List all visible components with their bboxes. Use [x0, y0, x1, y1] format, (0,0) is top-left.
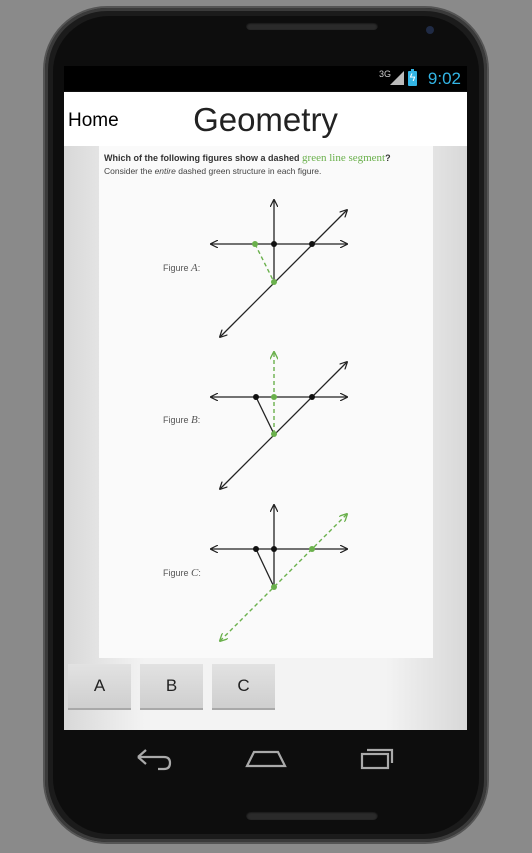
page-title: Geometry [193, 101, 338, 138]
question-prompt: Which of the following figures show a da… [104, 152, 391, 164]
answer-a-button[interactable]: A [68, 664, 131, 710]
answer-c-button[interactable]: C [212, 664, 275, 710]
app-screen: 3G ϟ 9:02 Home Geometry Which of the fol… [64, 66, 467, 730]
clock: 9:02 [427, 69, 461, 88]
instruction-prefix: Consider the [104, 166, 153, 176]
earpiece-speaker [246, 22, 378, 30]
fig-b-point [253, 394, 259, 400]
answer-b-button[interactable]: B [140, 664, 203, 710]
instruction-suffix: dashed green structure in each figure. [178, 166, 322, 176]
battery-icon: ϟ [408, 69, 417, 86]
fig-a-diagonal-line [220, 210, 347, 337]
front-camera [426, 26, 434, 34]
fig-c-segment [255, 548, 275, 588]
signal-icon [390, 71, 404, 85]
fig-c-green-point [271, 584, 277, 590]
figure-c [211, 505, 347, 641]
figures-diagram [99, 146, 433, 658]
fig-c-point [253, 546, 259, 552]
bottom-speaker [246, 811, 378, 820]
network-type: 3G [379, 69, 392, 79]
recent-apps-icon[interactable] [356, 742, 400, 772]
fig-c-point [271, 546, 277, 552]
fig-b-green-point [271, 431, 277, 437]
fig-b-green-point [271, 394, 277, 400]
fig-a-point [271, 241, 277, 247]
action-bar: Home Geometry [64, 92, 467, 146]
status-bar: 3G ϟ 9:02 [64, 66, 467, 92]
navigation-bar [64, 730, 467, 786]
fig-b-diagonal-line [220, 362, 347, 489]
figure-b-label: Figure B: [163, 414, 201, 426]
question-image: Which of the following figures show a da… [99, 146, 433, 658]
content-area: Which of the following figures show a da… [64, 146, 467, 730]
home-link[interactable]: Home [68, 110, 119, 131]
fig-b-segment [255, 396, 275, 435]
home-icon[interactable] [244, 742, 288, 772]
figure-a [211, 200, 347, 337]
fig-b-point [309, 394, 315, 400]
back-icon[interactable] [132, 742, 176, 772]
figure-b [211, 352, 347, 489]
prompt-prefix: Which of the following figures show a da… [104, 153, 300, 163]
instruction-emphasis: entire [154, 166, 176, 176]
question-instruction: Consider the entire dashed green structu… [104, 166, 321, 176]
fig-a-green-segment [254, 243, 275, 283]
fig-a-green-point [271, 279, 277, 285]
fig-c-green-point [309, 546, 315, 552]
prompt-highlight: green line segment [302, 152, 386, 164]
figure-c-label: Figure C: [163, 567, 201, 579]
fig-c-green-line [220, 514, 347, 641]
fig-a-point [309, 241, 315, 247]
fig-a-green-point [252, 241, 258, 247]
figure-a-label: Figure A: [163, 262, 201, 274]
prompt-suffix: ? [385, 153, 391, 163]
